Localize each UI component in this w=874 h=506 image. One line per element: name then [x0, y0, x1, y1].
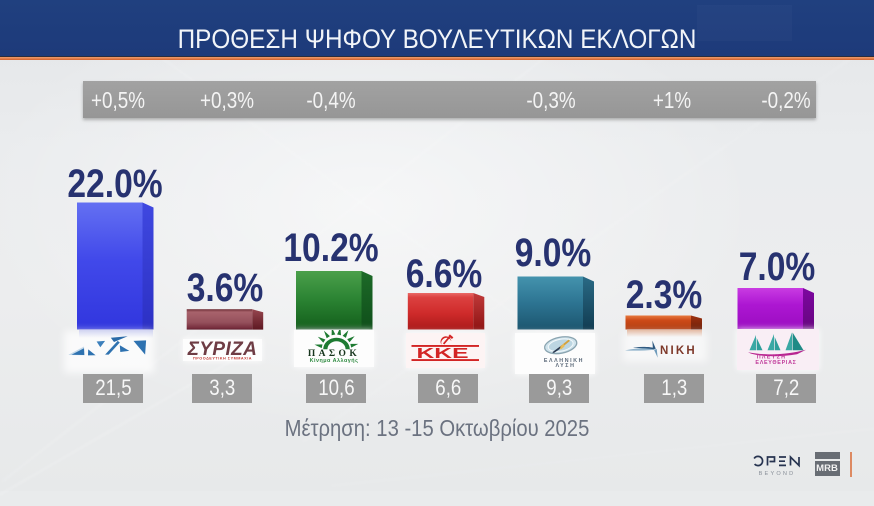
svg-text:ΕΛΛΗΝΙΚΗ: ΕΛΛΗΝΙΚΗ [544, 357, 584, 363]
svg-text:Κίνημα Αλλαγής: Κίνημα Αλλαγής [310, 358, 359, 364]
svg-text:ΠΑΣΟΚ: ΠΑΣΟΚ [308, 349, 360, 359]
svg-text:ΛΥΣΗ: ΛΥΣΗ [556, 362, 576, 368]
svg-text:ΠΛΕΥΣΗ: ΠΛΕΥΣΗ [757, 355, 787, 361]
svg-text:BEYOND: BEYOND [759, 471, 796, 476]
svg-text:ΕΛΕΥΘΕΡΙΑΣ: ΕΛΕΥΘΕΡΙΑΣ [755, 360, 796, 366]
svg-text:KKE: KKE [416, 345, 468, 361]
svg-text:ΝΙΚΗ: ΝΙΚΗ [660, 345, 697, 357]
svg-text:ΠΡΟΟΔΕΥΤΙΚΗ ΣΥΜΜΑΧΙΑ: ΠΡΟΟΔΕΥΤΙΚΗ ΣΥΜΜΑΧΙΑ [193, 356, 252, 360]
svg-text:ΣΥΡΙΖΑ: ΣΥΡΙΖΑ [187, 339, 258, 360]
